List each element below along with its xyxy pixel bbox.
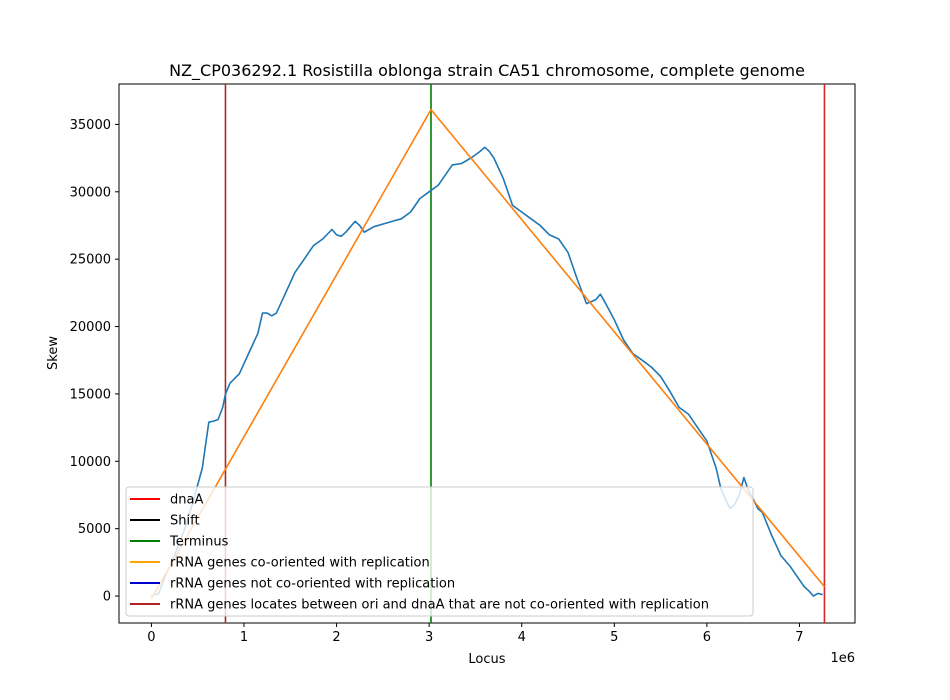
y-tick-label: 30000 bbox=[70, 185, 111, 200]
x-tick-label: 1 bbox=[240, 630, 248, 645]
y-tick-label: 0 bbox=[103, 590, 111, 605]
legend-label: dnaA bbox=[170, 493, 203, 508]
legend-label: Terminus bbox=[169, 535, 229, 550]
x-tick-label: 6 bbox=[703, 630, 711, 645]
x-tick-label: 5 bbox=[610, 630, 618, 645]
y-axis: 0 5000 10000 15000 20000 25000 30000 35000 bbox=[70, 118, 119, 605]
chart-title: NZ_CP036292.1 Rosistilla oblonga strain … bbox=[169, 61, 805, 81]
series-rrna-co-oriented-line bbox=[150, 108, 826, 600]
y-tick-label: 25000 bbox=[70, 253, 111, 268]
legend-box bbox=[125, 486, 754, 617]
x-tick-label: 3 bbox=[425, 630, 433, 645]
legend-label: rRNA genes co-oriented with replication bbox=[170, 556, 430, 571]
legend-label: rRNA genes not co-oriented with replicat… bbox=[170, 577, 455, 592]
y-tick-label: 15000 bbox=[70, 387, 111, 402]
x-tick-label: 0 bbox=[147, 630, 155, 645]
legend-label: Shift bbox=[170, 514, 200, 529]
y-tick-label: 35000 bbox=[70, 118, 111, 133]
legend-label: rRNA genes locates between ori and dnaA … bbox=[170, 598, 709, 613]
y-tick-label: 10000 bbox=[70, 455, 111, 470]
x-tick-label: 2 bbox=[332, 630, 340, 645]
y-axis-label: Skew bbox=[46, 336, 61, 370]
x-axis: 0 1 2 3 4 5 6 7 bbox=[147, 623, 804, 645]
y-tick-label: 5000 bbox=[78, 522, 111, 537]
y-tick-label: 20000 bbox=[70, 320, 111, 335]
x-axis-label: Locus bbox=[468, 652, 505, 667]
x-axis-offset-label: 1e6 bbox=[830, 651, 855, 666]
x-tick-label: 4 bbox=[518, 630, 526, 645]
x-tick-label: 7 bbox=[795, 630, 803, 645]
legend: dnaA Shift Terminus rRNA genes co-oriented … bbox=[125, 486, 754, 617]
